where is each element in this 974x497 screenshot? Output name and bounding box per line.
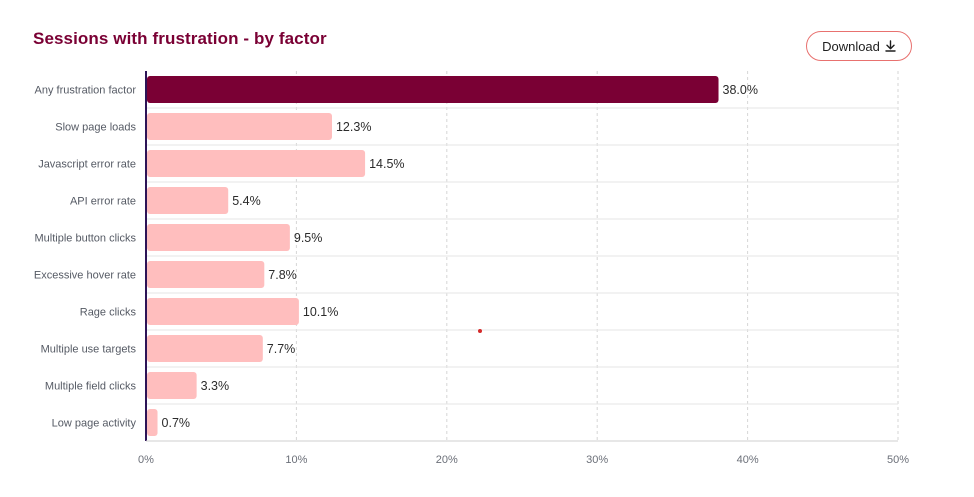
- bar-chart: 0% 10% 20% 30% 40% 50% Any frustration factor 3…: [0, 0, 974, 497]
- category-label: Excessive hover rate: [34, 270, 136, 282]
- x-tick-label: 10%: [285, 454, 307, 466]
- category-label: Low page activity: [52, 418, 137, 430]
- data-label: 9.5%: [294, 231, 323, 245]
- data-label: 10.1%: [303, 305, 338, 319]
- bar: [147, 76, 719, 103]
- x-tick-label: 20%: [436, 454, 458, 466]
- chart-card: Sessions with frustration - by factor Do…: [0, 0, 974, 497]
- data-label: 7.8%: [268, 268, 297, 282]
- bar: [147, 335, 263, 362]
- bar: [147, 187, 228, 214]
- bar: [147, 150, 365, 177]
- bar: [147, 113, 332, 140]
- bar: [147, 409, 158, 436]
- category-label: API error rate: [70, 196, 136, 208]
- bar: [147, 298, 299, 325]
- category-label: Rage clicks: [80, 307, 137, 319]
- x-tick-label: 40%: [737, 454, 759, 466]
- data-label: 3.3%: [201, 379, 230, 393]
- cursor-dot: [478, 329, 482, 333]
- x-tick-label: 50%: [887, 454, 909, 466]
- data-label: 0.7%: [162, 416, 191, 430]
- category-label: Multiple field clicks: [45, 381, 137, 393]
- data-label: 5.4%: [232, 194, 261, 208]
- category-label: Slow page loads: [55, 122, 136, 134]
- data-label: 12.3%: [336, 120, 371, 134]
- category-label: Any frustration factor: [35, 85, 137, 97]
- bar: [147, 224, 290, 251]
- category-label: Multiple button clicks: [35, 233, 137, 245]
- data-label: 38.0%: [723, 83, 758, 97]
- category-label: Multiple use targets: [41, 344, 137, 356]
- x-tick-label: 30%: [586, 454, 608, 466]
- bar: [147, 372, 197, 399]
- data-label: 14.5%: [369, 157, 404, 171]
- bar: [147, 261, 264, 288]
- x-tick-label: 0%: [138, 454, 154, 466]
- data-label: 7.7%: [267, 342, 296, 356]
- category-label: Javascript error rate: [38, 159, 136, 171]
